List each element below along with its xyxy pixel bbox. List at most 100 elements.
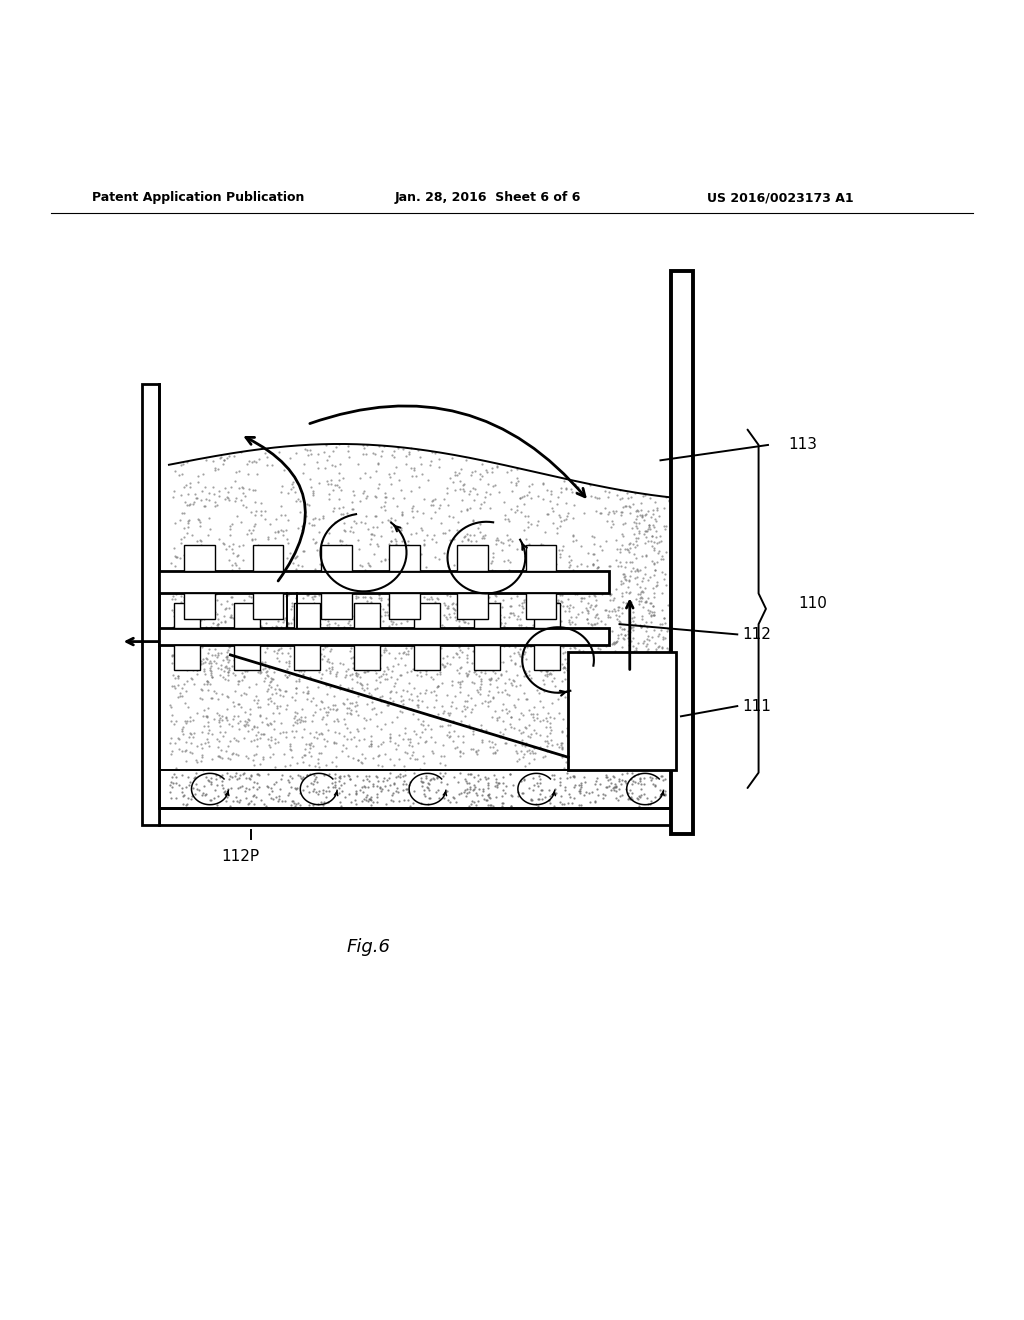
Point <box>442 714 459 735</box>
Point <box>220 747 237 768</box>
Point <box>435 605 452 626</box>
Point <box>252 754 268 775</box>
Point <box>393 504 410 525</box>
Point <box>193 688 209 709</box>
Point <box>311 553 328 574</box>
Point <box>598 635 614 656</box>
Point <box>372 473 388 494</box>
Point <box>199 729 215 750</box>
Point <box>384 444 400 465</box>
Point <box>599 504 615 525</box>
Point <box>184 524 201 545</box>
Point <box>648 638 665 659</box>
Point <box>210 458 226 479</box>
Point <box>389 653 406 675</box>
Point <box>461 565 477 586</box>
Point <box>601 601 617 622</box>
Point <box>310 743 327 764</box>
Point <box>401 775 418 796</box>
Point <box>566 473 583 494</box>
Point <box>587 614 603 635</box>
Point <box>498 678 514 700</box>
Point <box>503 649 519 671</box>
Point <box>209 647 225 668</box>
Point <box>166 512 182 533</box>
Point <box>515 721 531 742</box>
Point <box>589 603 605 624</box>
Point <box>580 543 596 564</box>
Point <box>276 743 293 764</box>
Point <box>299 585 315 606</box>
Point <box>238 684 254 705</box>
Point <box>527 640 544 661</box>
Point <box>557 668 573 689</box>
Point <box>420 777 436 799</box>
Point <box>504 577 520 598</box>
Point <box>425 767 441 788</box>
Point <box>288 612 304 634</box>
Point <box>488 776 505 797</box>
Point <box>393 624 410 645</box>
Point <box>521 660 538 681</box>
Point <box>502 763 518 784</box>
Point <box>638 591 654 612</box>
Point <box>642 601 658 622</box>
Point <box>562 694 579 715</box>
Point <box>224 663 241 684</box>
Point <box>645 605 662 626</box>
Point <box>418 730 434 751</box>
Point <box>276 755 293 776</box>
Point <box>315 697 332 718</box>
Point <box>583 792 599 813</box>
Point <box>310 748 327 770</box>
Point <box>230 606 247 627</box>
Point <box>458 540 474 561</box>
Point <box>242 704 258 725</box>
Point <box>227 470 244 491</box>
Point <box>621 583 637 605</box>
Point <box>639 587 655 609</box>
Point <box>264 702 281 723</box>
Point <box>591 642 607 663</box>
Point <box>611 539 628 560</box>
Point <box>310 756 327 777</box>
Point <box>622 664 638 685</box>
Point <box>190 602 207 623</box>
Point <box>481 624 498 645</box>
Point <box>445 631 462 652</box>
Point <box>206 680 222 701</box>
Point <box>173 528 189 549</box>
Point <box>231 557 248 578</box>
Point <box>311 723 328 744</box>
Point <box>645 503 662 524</box>
Point <box>644 656 660 677</box>
Point <box>377 605 393 626</box>
Point <box>610 554 627 576</box>
Point <box>275 574 292 595</box>
Point <box>590 746 606 767</box>
Point <box>383 789 399 810</box>
Point <box>456 610 472 631</box>
Point <box>460 684 476 705</box>
Point <box>512 655 528 676</box>
Point <box>412 572 428 593</box>
Point <box>229 705 246 726</box>
Point <box>555 510 571 531</box>
Point <box>256 723 272 744</box>
Point <box>401 771 418 792</box>
Point <box>645 619 662 640</box>
Point <box>568 694 585 715</box>
Point <box>342 768 358 789</box>
Point <box>425 743 441 764</box>
Point <box>462 570 478 591</box>
Point <box>386 774 402 795</box>
Point <box>437 630 454 651</box>
Point <box>657 487 674 508</box>
Point <box>523 741 540 762</box>
Point <box>489 739 506 760</box>
Point <box>606 599 623 620</box>
Point <box>203 789 219 810</box>
Point <box>303 690 319 711</box>
Point <box>167 648 183 669</box>
Point <box>569 731 586 752</box>
